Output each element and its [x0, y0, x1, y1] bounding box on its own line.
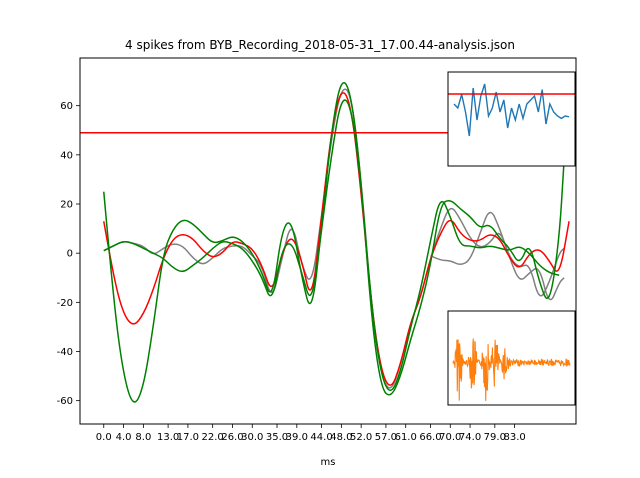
series-line-3	[103, 92, 570, 386]
y-tick-label: 0	[67, 249, 73, 260]
x-tick-label: 74.0	[459, 432, 481, 443]
x-tick-label: 13.0	[157, 432, 179, 443]
inset-top	[447, 71, 576, 167]
x-tick-label: 57.0	[375, 432, 397, 443]
y-tick-label: -20	[57, 298, 73, 309]
x-tick-label: 48.0	[330, 432, 352, 443]
x-tick-label: 39.0	[286, 432, 308, 443]
y-tick-label: -60	[57, 396, 73, 407]
x-axis: 0.0 4.0 8.0 13.017.0 22.026.030.0 35.039.0 44.…	[96, 424, 526, 443]
y-tick-label: 60	[60, 101, 73, 112]
x-tick-label: 44.0	[310, 432, 332, 443]
x-tick-label: 22.0	[202, 432, 224, 443]
x-tick-label: 52.0	[350, 432, 372, 443]
series-line-5	[103, 99, 560, 391]
series-line-4	[103, 81, 565, 403]
inset-bottom-frame	[447, 310, 576, 406]
inset-bottom	[447, 310, 576, 406]
inset-top-frame	[447, 71, 576, 167]
x-tick-label: 61.0	[395, 432, 417, 443]
y-tick-label: 40	[60, 150, 73, 161]
y-tick-label: 20	[60, 200, 73, 211]
series-layer	[103, 81, 570, 403]
inset-top-waveform	[453, 83, 570, 137]
y-tick-label: -40	[57, 347, 73, 358]
x-tick-label: 66.0	[419, 432, 441, 443]
x-tick-label: 4.0	[116, 432, 132, 443]
main-plot-frame	[79, 57, 577, 425]
x-tick-label: 8.0	[135, 432, 151, 443]
y-axis: -60 -40 -20 0 20 40 60	[57, 101, 80, 407]
x-tick-label: 70.0	[439, 432, 461, 443]
x-tick-label: 26.0	[221, 432, 243, 443]
series-line-2	[430, 211, 565, 301]
chart-title: 4 spikes from BYB_Recording_2018-05-31_1…	[125, 38, 515, 52]
x-tick-label: 35.0	[266, 432, 288, 443]
x-tick-label: 83.0	[503, 432, 525, 443]
x-tick-label: 79.0	[484, 432, 506, 443]
inset-bottom-waveform	[452, 338, 571, 401]
x-axis-label: ms	[321, 457, 336, 468]
x-tick-label: 17.0	[177, 432, 199, 443]
x-tick-label: 0.0	[96, 432, 112, 443]
x-tick-label: 30.0	[241, 432, 263, 443]
